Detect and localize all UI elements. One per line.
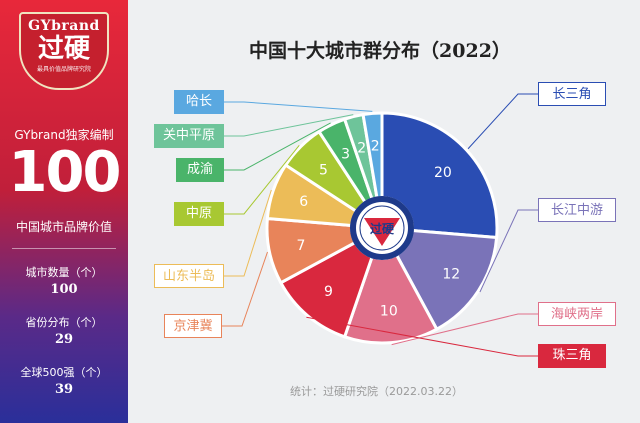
slice-value-label: 2 xyxy=(357,141,366,157)
leader-line xyxy=(306,316,538,357)
footer-source: 统计：过硬研究院（2022.03.22） xyxy=(290,385,463,398)
category-label: 海峡两岸 xyxy=(538,302,616,326)
slice-value-label: 6 xyxy=(299,194,308,210)
category-label: 中原 xyxy=(174,202,224,226)
seal-shield-icon xyxy=(364,218,400,246)
category-label: 长三角 xyxy=(538,82,606,106)
divider xyxy=(12,248,116,249)
center-seal: 过硬 xyxy=(350,196,414,260)
leader-line xyxy=(467,93,538,150)
category-label: 长江中游 xyxy=(538,198,616,222)
org-label: GYbrand独家编制 xyxy=(14,128,114,142)
seal-main-text: 过硬 xyxy=(370,221,395,236)
leader-line xyxy=(479,209,538,293)
pie-slice xyxy=(379,226,499,332)
category-label: 成渝 xyxy=(176,158,224,182)
logo-sub-text: 最具价值品牌研究院 xyxy=(36,66,91,73)
leader-line xyxy=(391,313,538,346)
leader-line xyxy=(224,101,373,112)
logo-top-text: GYbrand xyxy=(28,18,100,34)
slice-value-label: 10 xyxy=(380,304,398,320)
stat-label-global500: 全球500强（个） xyxy=(20,366,108,379)
stat-label-cities: 城市数量（个） xyxy=(25,266,103,279)
leader-line xyxy=(224,114,354,137)
sidebar: GYbrand 过硬 最具价值品牌研究院 GYbrand独家编制 100 中国城… xyxy=(0,0,128,423)
chart-title: 中国十大城市群分布（2022） xyxy=(249,40,511,62)
stat-value-provinces: 29 xyxy=(54,332,74,347)
slice-value-label: 5 xyxy=(319,162,328,178)
slice-value-label: 9 xyxy=(324,284,333,300)
stat-value-cities: 100 xyxy=(50,282,78,297)
category-label: 珠三角 xyxy=(538,344,606,368)
stat-value-global500: 39 xyxy=(54,382,74,397)
pie-slice xyxy=(278,224,385,339)
category-label: 山东半岛 xyxy=(154,264,224,288)
category-label: 哈长 xyxy=(174,90,224,114)
slice-value-label: 3 xyxy=(341,147,350,163)
slice-value-label: 7 xyxy=(297,238,306,254)
category-label: 关中平原 xyxy=(154,124,224,148)
sidebar-subtitle: 中国城市品牌价值 xyxy=(15,220,112,234)
leader-line xyxy=(224,189,272,277)
logo-main-text: 过硬 xyxy=(37,34,90,64)
pie-slice xyxy=(342,224,439,345)
leader-line xyxy=(224,144,300,215)
slice-value-label: 12 xyxy=(442,266,460,282)
leader-line xyxy=(222,251,268,327)
pie-slice xyxy=(380,111,499,240)
big-number: 100 xyxy=(8,140,122,205)
stat-label-provinces: 省份分布（个） xyxy=(25,316,103,329)
brand-logo: GYbrand 过硬 最具价值品牌研究院 xyxy=(19,12,109,90)
leader-line xyxy=(224,122,331,171)
seal-ring xyxy=(350,196,414,260)
slice-value-label: 2 xyxy=(371,138,380,154)
category-label: 京津冀 xyxy=(164,314,222,338)
slice-value-label: 20 xyxy=(434,165,452,181)
